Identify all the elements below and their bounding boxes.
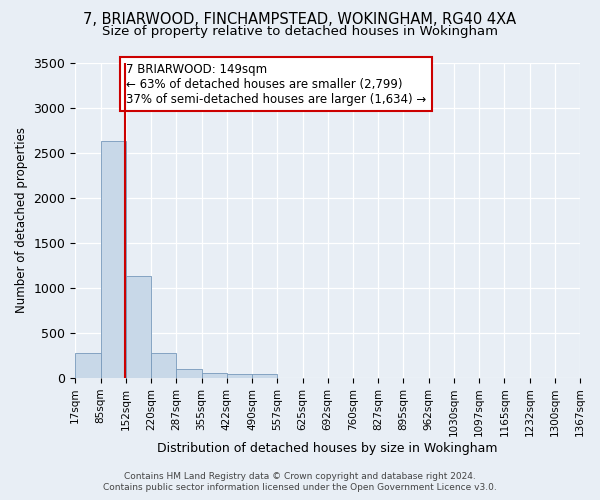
Bar: [227, 374, 252, 378]
Bar: [101, 141, 125, 378]
Bar: [125, 276, 151, 378]
Bar: [151, 352, 176, 378]
X-axis label: Distribution of detached houses by size in Wokingham: Distribution of detached houses by size …: [157, 442, 498, 455]
Bar: [252, 374, 277, 378]
Text: 7 BRIARWOOD: 149sqm
← 63% of detached houses are smaller (2,799)
37% of semi-det: 7 BRIARWOOD: 149sqm ← 63% of detached ho…: [126, 62, 426, 106]
Bar: [75, 352, 101, 378]
Y-axis label: Number of detached properties: Number of detached properties: [15, 127, 28, 313]
Bar: [202, 372, 227, 378]
Text: 7, BRIARWOOD, FINCHAMPSTEAD, WOKINGHAM, RG40 4XA: 7, BRIARWOOD, FINCHAMPSTEAD, WOKINGHAM, …: [83, 12, 517, 28]
Text: Contains HM Land Registry data © Crown copyright and database right 2024.
Contai: Contains HM Land Registry data © Crown c…: [103, 472, 497, 492]
Text: Size of property relative to detached houses in Wokingham: Size of property relative to detached ho…: [102, 25, 498, 38]
Bar: [176, 369, 202, 378]
